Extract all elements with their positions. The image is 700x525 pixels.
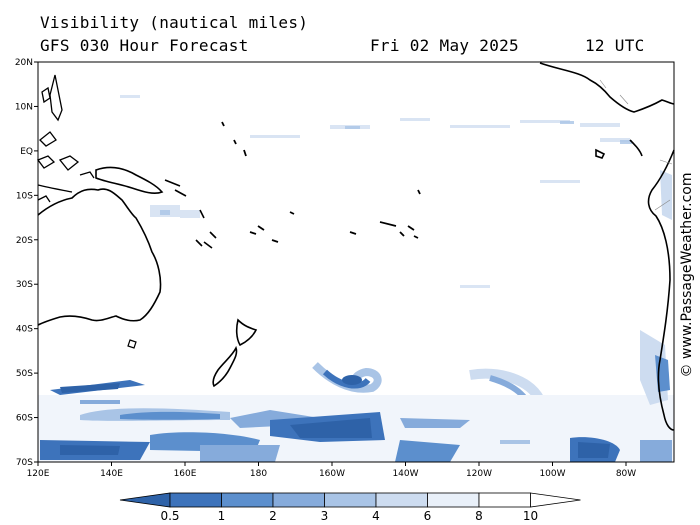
- lon-tick-label: 120E: [27, 469, 50, 479]
- copyright-credit: © www.PassageWeather.com: [677, 150, 697, 400]
- colorbar-segment: [324, 492, 377, 508]
- visibility-shading: [38, 95, 674, 462]
- credit-text: © www.PassageWeather.com: [679, 172, 695, 378]
- lon-tick-label: 160W: [319, 469, 345, 479]
- colorbar-segment: [478, 492, 531, 508]
- map-frame: [37, 61, 675, 463]
- colorbar-label: 8: [475, 509, 483, 523]
- coastlines: [36, 62, 675, 431]
- lon-tick-label: 80W: [616, 469, 636, 479]
- lat-tick-label: 70S: [16, 458, 33, 468]
- coastline-south-america: [647, 149, 675, 431]
- lat-tick-label: 40S: [16, 325, 33, 335]
- colorbar-label: 0.5: [160, 509, 179, 523]
- coastline-australia: [37, 188, 162, 326]
- colorbar-segment: [119, 492, 171, 508]
- longitude-ticks: 120E 140E 160E 180 160W 140W 120W 100W 80W: [27, 462, 636, 479]
- colorbar-label: 4: [372, 509, 380, 523]
- colorbar-segment: [221, 492, 274, 508]
- colorbar-segment: [169, 492, 222, 508]
- lon-tick-label: 180: [250, 469, 267, 479]
- forecast-subtitle: GFS 030 Hour Forecast: [40, 36, 249, 55]
- visibility-colorbar: 0.5 1 2 3 4 6 8 10: [119, 492, 581, 523]
- lat-tick-label: 20N: [15, 58, 33, 68]
- forecast-date: Fri 02 May 2025: [370, 36, 519, 55]
- coastline-new-zealand: [212, 318, 258, 388]
- lat-tick-label: 30S: [16, 280, 33, 290]
- latitude-ticks: 20N 10N EQ 10S 20S 30S 40S 50S 60S 70S: [15, 58, 38, 468]
- lat-tick-label: 10N: [15, 102, 33, 112]
- lat-tick-label: 10S: [16, 191, 33, 201]
- lon-tick-label: 140W: [392, 469, 418, 479]
- lat-tick-label: 60S: [16, 414, 33, 424]
- colorbar-segment: [272, 492, 325, 508]
- lon-tick-label: 160E: [174, 469, 197, 479]
- colorbar-label: 6: [424, 509, 432, 523]
- lat-tick-label: 50S: [16, 369, 33, 379]
- forecast-time: 12 UTC: [585, 36, 645, 55]
- lon-tick-label: 100W: [539, 469, 565, 479]
- colorbar-segment: [530, 492, 581, 508]
- colorbar-label: 1: [218, 509, 226, 523]
- lat-tick-label: 20S: [16, 236, 33, 246]
- lat-tick-label: EQ: [20, 147, 33, 157]
- country-borders: [599, 79, 673, 211]
- colorbar-label: 10: [523, 509, 538, 523]
- lon-tick-label: 140E: [100, 469, 123, 479]
- coastline-new-guinea: [95, 166, 164, 195]
- map-title: Visibility (nautical miles): [40, 13, 309, 32]
- colorbar-label: 3: [321, 509, 329, 523]
- coastline-americas: [539, 62, 675, 113]
- lon-tick-label: 120W: [466, 469, 492, 479]
- colorbar-segment: [427, 492, 480, 508]
- colorbar-label: 2: [269, 509, 277, 523]
- colorbar-segment: [375, 492, 428, 508]
